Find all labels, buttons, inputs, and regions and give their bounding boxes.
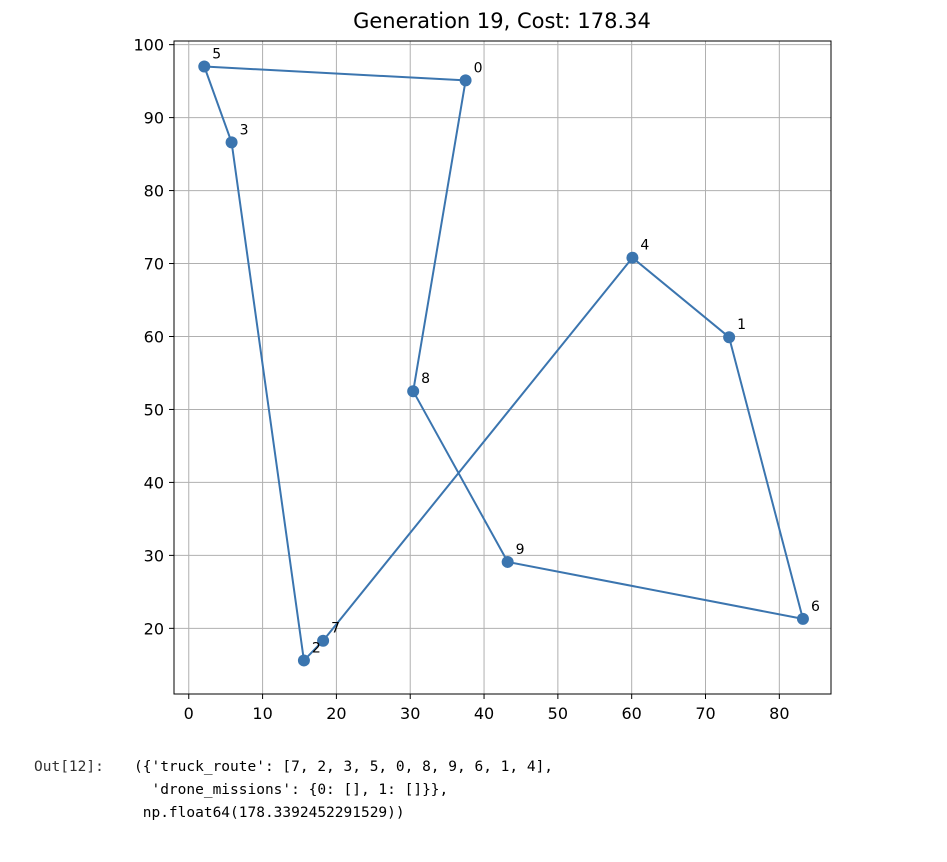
y-tick-label: 40 [144, 473, 164, 492]
x-tick-label: 30 [400, 704, 420, 723]
y-tick-label: 70 [144, 255, 164, 274]
x-tick-label: 0 [184, 704, 194, 723]
x-tick-label: 20 [326, 704, 346, 723]
route-points [198, 60, 809, 667]
x-tick-label: 70 [695, 704, 715, 723]
x-tick-label: 50 [548, 704, 568, 723]
output-line-3: np.float64(178.3392452291529)) [134, 805, 405, 821]
point-label-5: 5 [212, 47, 221, 63]
y-tick-label: 30 [144, 546, 164, 565]
route-path [203, 65, 804, 662]
grid [174, 41, 831, 694]
output-line-1: ({'truck_route': [7, 2, 3, 5, 0, 8, 9, 6… [134, 759, 554, 775]
x-tick-label: 10 [252, 704, 272, 723]
route-point-2 [297, 654, 310, 667]
y-axis-ticks: 20 30 40 50 60 70 80 90 100 [133, 36, 174, 638]
route-point-4 [626, 251, 639, 264]
y-tick-label: 60 [144, 327, 164, 346]
x-tick-label: 40 [474, 704, 494, 723]
route-point-8 [407, 385, 420, 398]
chart: Generation 19, Cost: 178.34 0 1 2 3 4 5 6 7 8 9 0… [133, 9, 832, 723]
route-point-7 [317, 634, 330, 647]
point-label-1: 1 [737, 317, 746, 333]
point-label-4: 4 [640, 238, 649, 254]
route-point-9 [501, 555, 514, 568]
x-tick-label: 80 [769, 704, 789, 723]
chart-title: Generation 19, Cost: 178.34 [353, 9, 651, 33]
x-tick-label: 60 [622, 704, 642, 723]
route-point-3 [225, 136, 238, 149]
route-point-1 [723, 331, 736, 344]
route-line [203, 65, 804, 662]
y-tick-label: 80 [144, 182, 164, 201]
point-label-7: 7 [331, 621, 340, 637]
cell-output: Out[12]: ({'truck_route': [7, 2, 3, 5, 0… [0, 757, 947, 862]
point-label-8: 8 [421, 371, 430, 387]
point-label-3: 3 [240, 122, 249, 138]
y-tick-label: 50 [144, 400, 164, 419]
plot-frame [173, 40, 832, 695]
route-point-6 [796, 612, 809, 625]
point-label-0: 0 [474, 60, 483, 76]
route-point-0 [459, 74, 472, 87]
output-prompt: Out[12]: [34, 759, 104, 775]
y-tick-label: 90 [144, 109, 164, 128]
point-label-9: 9 [516, 542, 525, 558]
route-point-5 [198, 60, 211, 73]
y-tick-label: 20 [144, 619, 164, 638]
point-labels: 0 1 2 3 4 5 6 7 8 9 [212, 47, 820, 657]
y-tick-label: 100 [133, 36, 164, 55]
output-line-2: 'drone_missions': {0: [], 1: []}}, [134, 782, 449, 798]
point-label-6: 6 [811, 599, 820, 615]
point-label-2: 2 [312, 640, 321, 656]
x-axis-ticks: 0 10 20 30 40 50 60 70 80 [184, 694, 790, 723]
